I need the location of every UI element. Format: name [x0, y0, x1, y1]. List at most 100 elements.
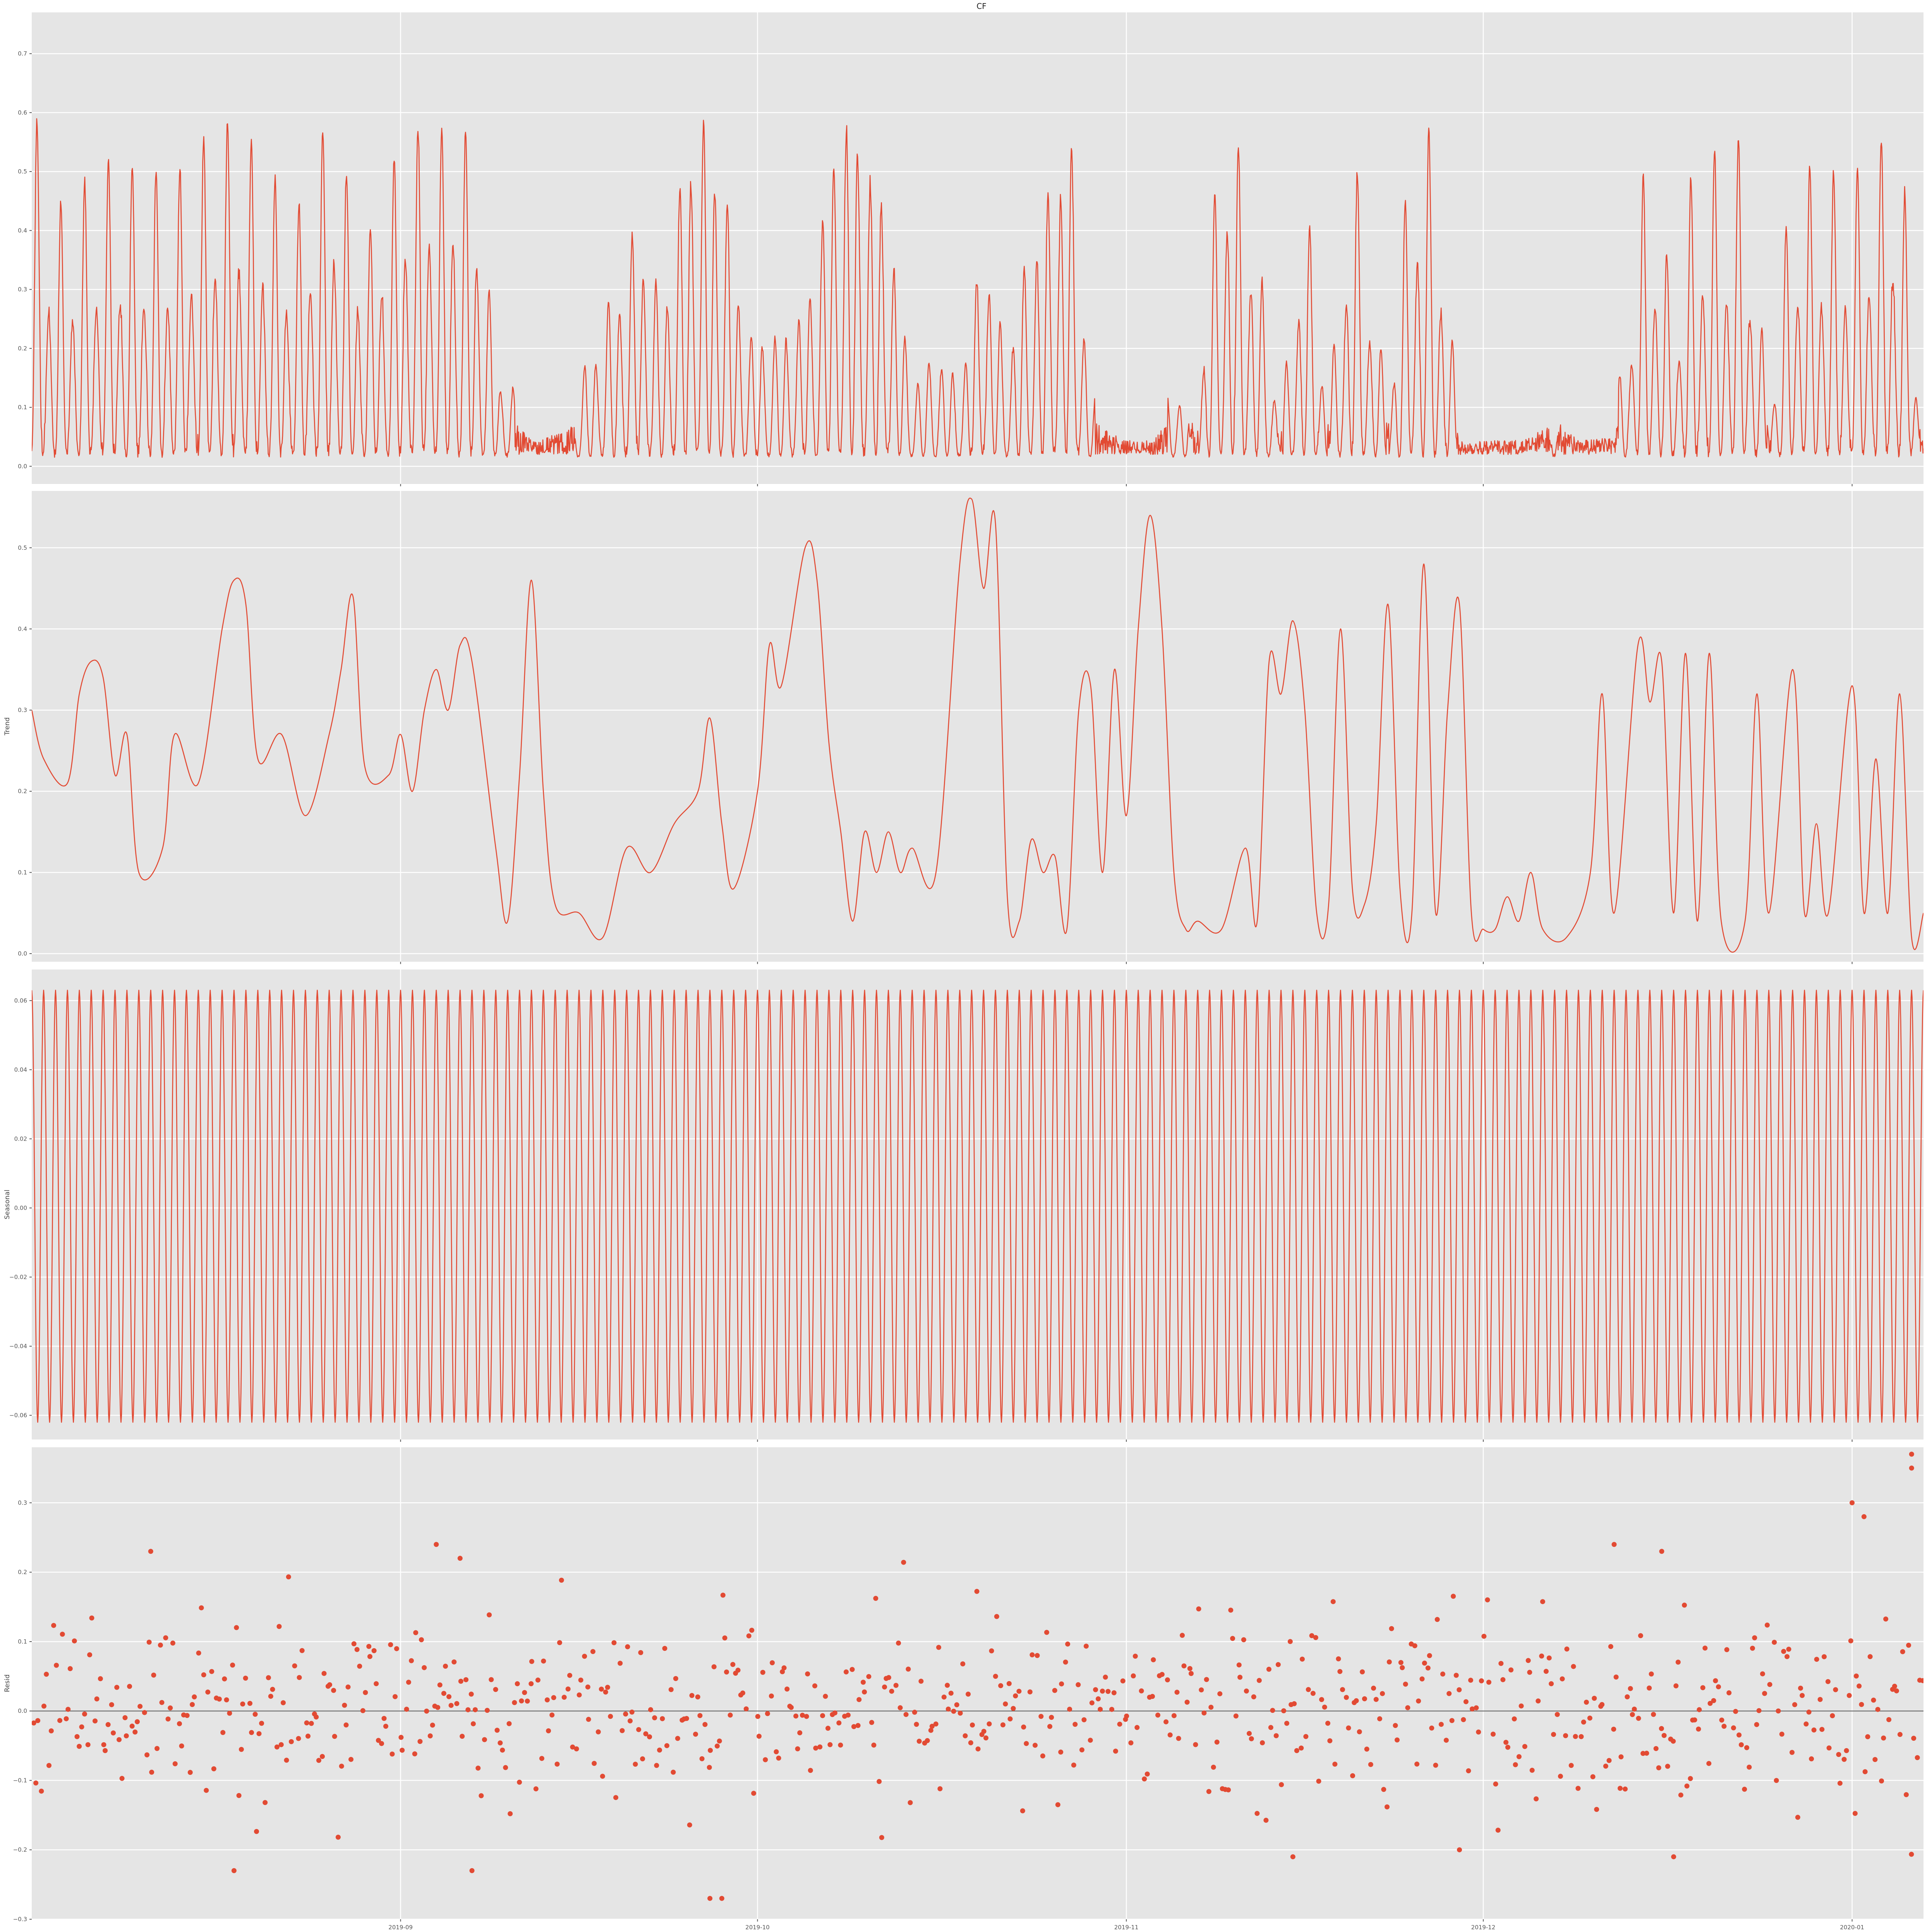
residual-point: [1630, 1712, 1635, 1717]
residual-point: [1357, 1729, 1362, 1735]
residual-point: [1742, 1786, 1747, 1792]
residual-point: [1249, 1736, 1254, 1742]
residual-point: [1563, 1733, 1568, 1738]
residual-point: [1833, 1687, 1838, 1692]
residual-point: [1846, 1693, 1852, 1698]
residual-point: [177, 1721, 182, 1726]
residual-point: [918, 1678, 924, 1684]
residual-point: [702, 1722, 708, 1727]
residual-point: [603, 1689, 608, 1695]
residual-point: [781, 1665, 787, 1671]
residual-point: [1208, 1705, 1214, 1710]
residual-point: [296, 1736, 301, 1741]
y-axis-label: Resid: [3, 1675, 11, 1692]
residual-point: [321, 1671, 327, 1676]
residual-point: [544, 1697, 550, 1702]
residual-point: [784, 1687, 790, 1692]
residual-point: [1784, 1654, 1790, 1659]
residual-point: [498, 1740, 503, 1746]
residual-point: [636, 1727, 642, 1732]
residual-point: [327, 1682, 332, 1687]
residual-point: [989, 1648, 994, 1654]
residual-point: [838, 1742, 843, 1748]
residual-point: [1443, 1738, 1449, 1743]
residual-point: [689, 1693, 695, 1698]
residual-point: [1055, 1802, 1060, 1807]
residual-point: [945, 1683, 950, 1688]
residual-point: [475, 1766, 481, 1771]
y-tick-label: 0.3: [18, 286, 27, 293]
residual-point: [463, 1677, 468, 1682]
residual-outlier-point: [1671, 1854, 1676, 1860]
x-tick-label: 2020-01: [1840, 1924, 1864, 1931]
residual-point: [851, 1724, 856, 1729]
residual-point: [184, 1713, 190, 1718]
residual-point: [515, 1681, 520, 1687]
residual-point: [1241, 1637, 1246, 1642]
residual-point: [1579, 1734, 1584, 1739]
residual-point: [404, 1707, 409, 1712]
residual-point: [1592, 1695, 1597, 1701]
residual-point: [1330, 1599, 1336, 1604]
residual-point: [1871, 1697, 1876, 1703]
residual-point: [297, 1675, 302, 1680]
residual-point: [1534, 1796, 1539, 1802]
x-tick-label: 2019-10: [745, 1924, 770, 1931]
residual-point: [724, 1669, 729, 1675]
residual-point: [914, 1722, 919, 1727]
residual-point: [281, 1700, 286, 1706]
residual-point: [236, 1793, 242, 1798]
residual-point: [1193, 1742, 1198, 1747]
residual-point: [77, 1744, 82, 1749]
residual-point: [1875, 1707, 1881, 1712]
residual-point: [1279, 1782, 1284, 1787]
residual-point: [216, 1696, 222, 1702]
residual-point: [304, 1720, 309, 1726]
residual-point: [348, 1757, 353, 1762]
residual-point: [238, 1747, 244, 1752]
observed-series-line: [32, 118, 1923, 458]
residual-point: [1035, 1653, 1040, 1658]
residual-outlier-point: [1909, 1452, 1914, 1457]
residual-point: [305, 1733, 311, 1739]
residual-point: [1611, 1726, 1616, 1732]
residual-point: [554, 1761, 560, 1767]
residual-point: [1613, 1675, 1619, 1680]
residual-point: [897, 1705, 903, 1711]
residual-point: [823, 1694, 828, 1699]
residual-point: [345, 1684, 351, 1690]
residual-point: [749, 1628, 755, 1633]
residual-point: [1606, 1758, 1612, 1763]
residual-point: [820, 1713, 825, 1718]
residual-point: [82, 1711, 87, 1717]
residual-point: [1892, 1683, 1897, 1689]
residual-point: [893, 1683, 899, 1688]
residual-point: [1527, 1669, 1532, 1675]
residual-point: [122, 1715, 128, 1720]
residual-point: [623, 1711, 628, 1717]
residual-point: [1476, 1730, 1481, 1735]
residual-point: [1389, 1626, 1394, 1631]
residual-point: [951, 1709, 956, 1714]
residual-point: [625, 1644, 630, 1649]
residual-point: [46, 1763, 51, 1768]
residual-point: [963, 1733, 968, 1738]
residual-point: [1029, 1652, 1035, 1657]
residual-point: [51, 1623, 57, 1628]
residual-point: [435, 1705, 441, 1710]
residual-point: [643, 1731, 649, 1736]
residual-point: [1433, 1762, 1438, 1768]
residual-point: [1503, 1740, 1509, 1745]
residual-point: [1079, 1747, 1084, 1753]
residual-point: [1072, 1722, 1078, 1727]
residual-point: [1481, 1633, 1487, 1639]
residual-point: [135, 1719, 140, 1724]
y-tick-label: 0.6: [18, 109, 27, 116]
residual-point: [1719, 1718, 1724, 1723]
residual-point: [335, 1834, 341, 1840]
residual-point: [1364, 1747, 1369, 1752]
residual-point: [1623, 1786, 1628, 1792]
residual-point: [1111, 1690, 1117, 1695]
residual-point: [693, 1731, 698, 1737]
residual-point: [1825, 1679, 1831, 1684]
